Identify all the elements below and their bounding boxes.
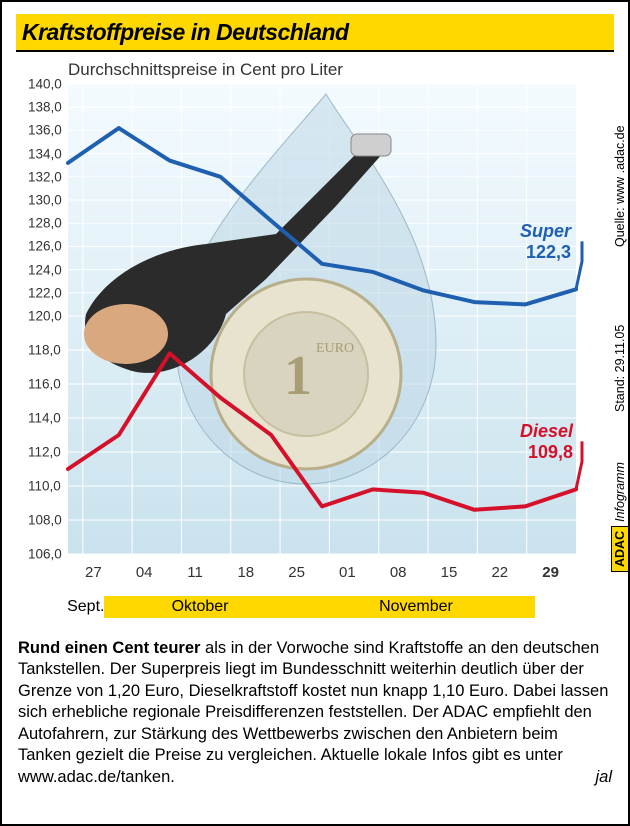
y-tick: 106,0 [28, 547, 62, 562]
y-tick: 124,0 [28, 262, 62, 277]
credit-source: Quelle: www .adac.de [613, 125, 627, 247]
series-name: Diesel [520, 421, 573, 441]
y-tick: 130,0 [28, 193, 62, 208]
y-tick: 110,0 [28, 479, 61, 494]
y-tick: 122,0 [28, 285, 62, 300]
x-tick: 22 [491, 564, 508, 581]
chart: 1EURO 140,0138,0136,0134,0132,0130,0128,… [16, 84, 618, 624]
y-tick: 118,0 [28, 343, 61, 358]
y-tick: 128,0 [28, 216, 62, 231]
month-bar: Sept. [68, 596, 104, 618]
y-tick: 138,0 [28, 100, 62, 115]
title-bar: Kraftstoffpreise in Deutschland [16, 14, 614, 52]
x-tick: 08 [390, 564, 407, 581]
month-bar: November [297, 596, 536, 618]
month-bar: Oktober [104, 596, 297, 618]
x-tick: 29 [542, 564, 559, 581]
body-lead: Rund einen Cent teurer [18, 639, 200, 657]
body-text: Rund einen Cent teurer als in der Vorwoc… [16, 624, 614, 788]
body-copy: als in der Vorwoche sind Kraftstoffe an … [18, 639, 608, 786]
y-tick: 136,0 [28, 123, 62, 138]
x-tick: 18 [237, 564, 254, 581]
x-tick: 11 [187, 564, 203, 581]
credit-program: ADACInfogramm [613, 556, 630, 572]
series-value: 122,3 [520, 242, 571, 263]
y-tick: 108,0 [28, 513, 62, 528]
series-label-Super: Super122,3 [520, 221, 571, 263]
adac-logo: ADAC [611, 526, 629, 572]
y-tick: 114,0 [28, 411, 61, 426]
x-tick: 27 [85, 564, 102, 581]
y-tick: 140,0 [28, 77, 62, 92]
svg-text:1: 1 [284, 345, 312, 407]
page-title: Kraftstoffpreise in Deutschland [22, 19, 349, 46]
x-tick: 01 [339, 564, 356, 581]
side-credits: ADACInfogramm Stand: 29.11.05 Quelle: ww… [613, 102, 629, 602]
chart-svg: 1 EURO [16, 84, 618, 624]
svg-text:EURO: EURO [316, 341, 354, 356]
byline: jal [595, 767, 612, 788]
y-tick: 116,0 [28, 377, 61, 392]
series-name: Super [520, 221, 571, 241]
y-tick: 112,0 [28, 445, 61, 460]
y-tick: 132,0 [28, 169, 62, 184]
credit-date: Stand: 29.11.05 [613, 325, 627, 412]
y-tick: 126,0 [28, 239, 62, 254]
subtitle: Durchschnittspreise in Cent pro Liter [16, 52, 614, 84]
x-tick: 04 [136, 564, 153, 581]
series-label-Diesel: Diesel109,8 [520, 421, 573, 463]
x-tick: 15 [441, 564, 458, 581]
x-tick: 25 [288, 564, 305, 581]
series-value: 109,8 [520, 442, 573, 463]
y-tick: 134,0 [28, 146, 62, 161]
y-tick: 120,0 [28, 309, 62, 324]
